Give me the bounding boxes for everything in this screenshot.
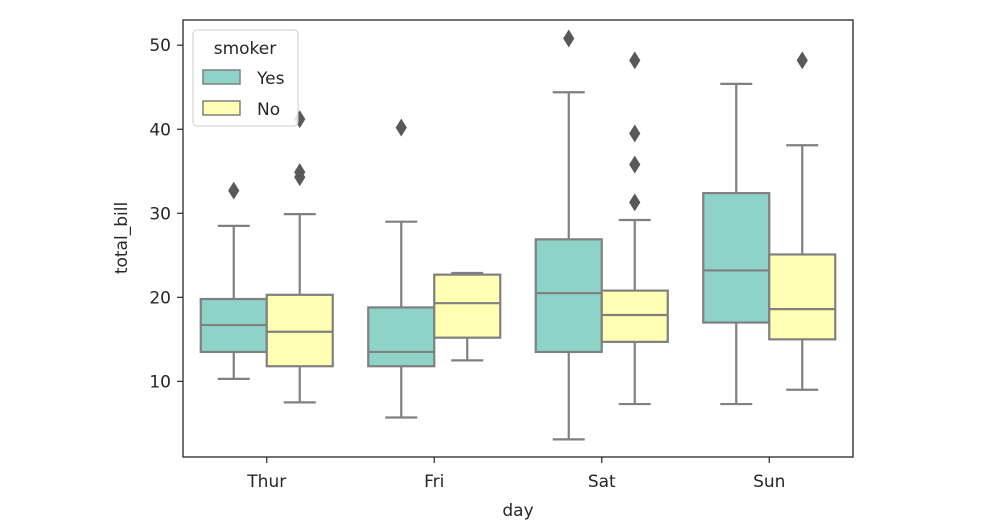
outlier-point	[294, 163, 306, 182]
legend-label-yes: Yes	[256, 69, 285, 89]
y-tick-label: 10	[149, 372, 171, 392]
x-axis-label: day	[502, 501, 533, 521]
box-yes-sat	[534, 29, 603, 441]
box-no-sat	[600, 51, 669, 406]
plot-frame	[182, 19, 854, 458]
outlier-point	[796, 51, 808, 70]
outlier-point	[629, 51, 641, 70]
box-no-thur	[265, 110, 334, 404]
legend: smoker Yes No	[192, 29, 299, 127]
outlier-point	[228, 181, 240, 200]
outlier-point	[563, 29, 575, 48]
box-no-fri	[433, 271, 502, 362]
box-iqr	[534, 238, 603, 354]
x-axis: Thur Fri Sat Sun	[246, 457, 785, 492]
legend-title: smoker	[214, 39, 277, 59]
y-axis-label: total_bill	[112, 202, 132, 274]
x-tick-label: Fri	[424, 472, 444, 492]
box-yes-fri	[367, 118, 436, 419]
box-iqr	[768, 253, 837, 341]
outlier-point	[629, 193, 641, 212]
box-no-sun	[768, 51, 837, 391]
box-yes-sun	[702, 82, 771, 406]
legend-label-no: No	[257, 100, 280, 120]
box-iqr	[265, 293, 334, 368]
plot-area	[199, 29, 837, 441]
box-iqr	[433, 273, 502, 339]
outlier-point	[395, 118, 407, 137]
box-iqr	[367, 306, 436, 368]
y-axis: 10 20 30 40 50	[149, 36, 183, 392]
outlier-point	[629, 124, 641, 143]
x-tick-label: Thur	[246, 472, 286, 492]
y-tick-label: 50	[149, 36, 171, 56]
x-tick-label: Sun	[753, 472, 785, 492]
box-iqr	[702, 192, 771, 324]
y-tick-label: 40	[149, 120, 171, 140]
box-yes-thur	[199, 181, 268, 380]
legend-swatch-no	[202, 100, 241, 116]
outlier-point	[629, 155, 641, 174]
y-tick-label: 30	[149, 204, 171, 224]
y-tick-label: 20	[149, 288, 171, 308]
box-iqr	[600, 289, 669, 343]
x-tick-label: Sat	[588, 472, 616, 492]
legend-swatch-yes	[202, 69, 241, 85]
